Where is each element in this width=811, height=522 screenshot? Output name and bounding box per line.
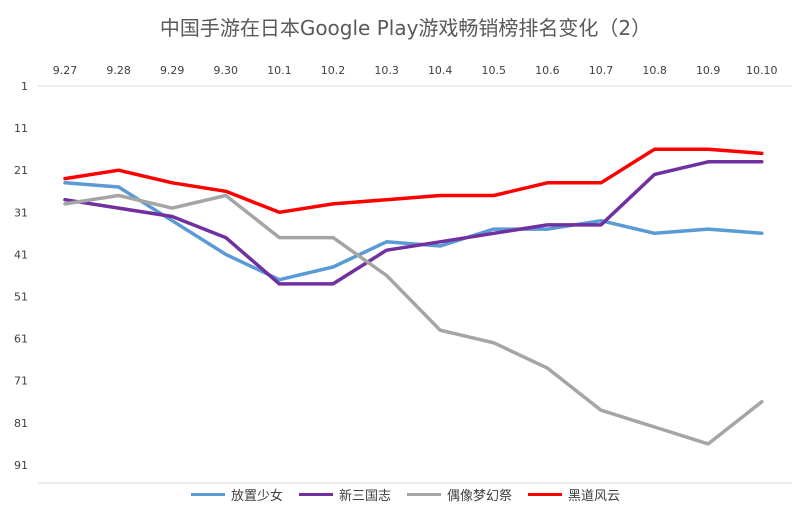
y-tick-label: 1 <box>21 80 28 93</box>
x-tick-label: 9.27 <box>53 64 78 77</box>
legend-swatch <box>190 492 225 496</box>
series-lines <box>63 147 764 446</box>
x-tick-label: 10.4 <box>428 64 453 77</box>
y-tick-label: 91 <box>14 459 28 472</box>
y-tick-label: 51 <box>14 291 28 304</box>
legend-item: 黑道风云 <box>528 485 620 504</box>
legend-label: 偶像梦幻祭 <box>447 488 513 504</box>
x-tick-label: 10.3 <box>374 64 399 77</box>
series-line <box>63 181 764 282</box>
y-tick-label: 61 <box>14 333 28 346</box>
x-axis-labels: 9.27 9.28 9.29 9.30 10.1 10.2 10.3 10.4 10.5 10.6… <box>53 64 778 77</box>
legend-item: 放置少女 <box>190 485 283 504</box>
x-tick-label: 10.8 <box>642 64 667 77</box>
legend-item: 偶像梦幻祭 <box>407 485 512 504</box>
y-tick-label: 41 <box>14 248 28 261</box>
y-tick-label: 31 <box>14 206 28 219</box>
legend-label: 黑道风云 <box>568 488 621 504</box>
x-tick-label: 9.28 <box>106 64 131 77</box>
x-tick-label: 10.2 <box>321 64 346 77</box>
y-tick-label: 11 <box>14 122 28 135</box>
x-tick-label: 10.9 <box>696 64 721 77</box>
y-tick-label: 81 <box>14 417 28 430</box>
y-tick-label: 21 <box>14 164 28 177</box>
x-tick-label: 10.1 <box>267 64 292 77</box>
x-tick-label: 9.29 <box>160 64 185 77</box>
y-tick-label: 71 <box>14 375 28 388</box>
series-line <box>63 160 764 286</box>
axis-lines <box>38 85 792 484</box>
series-line <box>63 193 764 446</box>
x-tick-label: 10.5 <box>482 64 507 77</box>
x-tick-label: 10.7 <box>589 64 614 77</box>
series-line <box>63 147 764 215</box>
legend-swatch <box>528 492 563 496</box>
legend-label: 新三国志 <box>338 488 391 504</box>
legend: 放置少女 新三国志 偶像梦幻祭 黑道风云 <box>0 483 811 505</box>
x-tick-label: 10.10 <box>746 64 778 77</box>
legend-item: 新三国志 <box>298 485 391 504</box>
legend-label: 放置少女 <box>230 488 283 504</box>
legend-swatch <box>407 492 441 496</box>
x-tick-label: 10.6 <box>535 64 560 77</box>
x-tick-label: 9.30 <box>214 64 239 77</box>
chart-title: 中国手游在日本Google Play游戏畅销榜排名变化（2） <box>159 16 652 40</box>
legend-swatch <box>298 492 333 496</box>
